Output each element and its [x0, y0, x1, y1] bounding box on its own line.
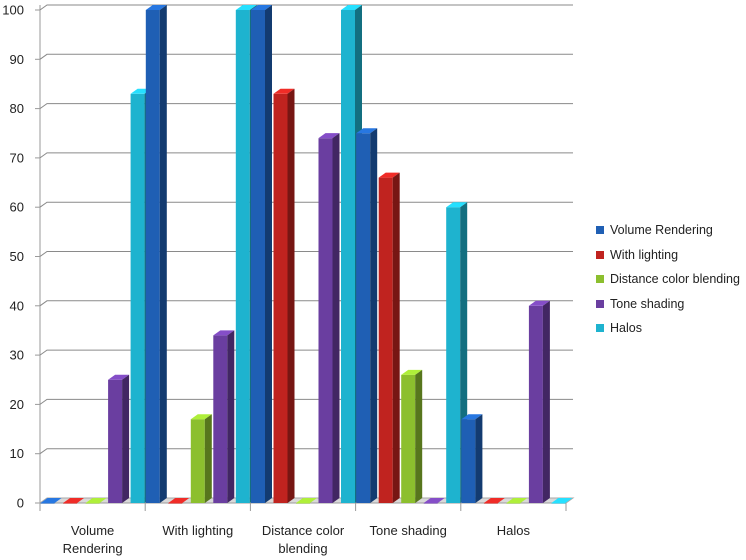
bar	[273, 88, 295, 503]
legend-label: Distance color blending	[610, 272, 740, 287]
y-tick-label: 80	[10, 101, 24, 116]
bar	[63, 498, 85, 504]
legend-swatch	[596, 324, 604, 333]
bar	[251, 5, 272, 503]
x-category-label: Volume	[71, 523, 114, 538]
bar	[551, 498, 573, 504]
bar	[145, 5, 167, 503]
legend-item: Halos	[596, 316, 740, 341]
bar	[401, 369, 423, 503]
y-tick-label: 50	[10, 249, 24, 264]
y-tick-label: 60	[10, 200, 24, 215]
y-tick-label: 30	[10, 348, 24, 363]
legend-swatch	[596, 275, 604, 284]
gridline	[39, 152, 573, 159]
bar	[378, 172, 400, 503]
legend-label: With lighting	[610, 247, 679, 262]
legend-item: Distance color blending	[596, 267, 740, 292]
legend-swatch	[596, 226, 604, 235]
x-category-label: With lighting	[162, 523, 233, 538]
bar	[506, 498, 528, 504]
bar	[213, 330, 235, 503]
y-tick-label: 10	[10, 446, 24, 461]
bar	[190, 414, 212, 503]
gridline	[39, 300, 573, 307]
bar	[108, 374, 130, 503]
legend-label: Volume Rendering	[610, 223, 713, 238]
gridline	[39, 251, 573, 257]
y-tick-label: 0	[17, 496, 24, 511]
bar	[461, 414, 483, 503]
bars	[40, 5, 573, 504]
bar	[168, 498, 190, 504]
bar	[528, 300, 550, 503]
legend-item: With lighting	[596, 243, 740, 268]
y-tick-label: 70	[10, 150, 24, 165]
gridline	[39, 4, 573, 11]
x-category-label: Tone shading	[370, 523, 447, 538]
bar	[40, 498, 62, 504]
y-tick-label: 40	[10, 298, 24, 313]
bar	[318, 133, 340, 503]
legend-swatch	[596, 250, 604, 259]
y-tick-label: 100	[2, 3, 24, 18]
gridline	[39, 53, 573, 60]
y-tick-label: 90	[10, 52, 24, 67]
x-category-label: Halos	[497, 523, 531, 538]
legend-item: Tone shading	[596, 292, 740, 317]
legend-label: Tone shading	[610, 296, 685, 311]
legend-label: Halos	[610, 321, 642, 336]
x-category-label: Distance color	[262, 523, 345, 538]
gridline	[39, 103, 573, 110]
legend-swatch	[596, 299, 604, 308]
y-axis: 0 10 20 30 40 50 60 70 80 90 100	[2, 3, 40, 511]
gridline	[39, 349, 573, 356]
legend-item: Volume Rendering	[596, 218, 740, 243]
bar	[296, 498, 317, 504]
gridline	[39, 201, 573, 208]
grid-lines	[39, 4, 573, 509]
x-axis: Volume Rendering With lighting Distance col…	[39, 503, 567, 556]
x-category-label: Rendering	[63, 541, 123, 556]
y-tick-label: 20	[10, 397, 24, 412]
bar	[85, 498, 107, 504]
bar	[423, 498, 445, 504]
bar	[483, 498, 505, 504]
x-category-label: blending	[278, 541, 327, 556]
bar	[356, 128, 378, 503]
legend: Volume Rendering With lighting Distance co…	[596, 218, 740, 341]
